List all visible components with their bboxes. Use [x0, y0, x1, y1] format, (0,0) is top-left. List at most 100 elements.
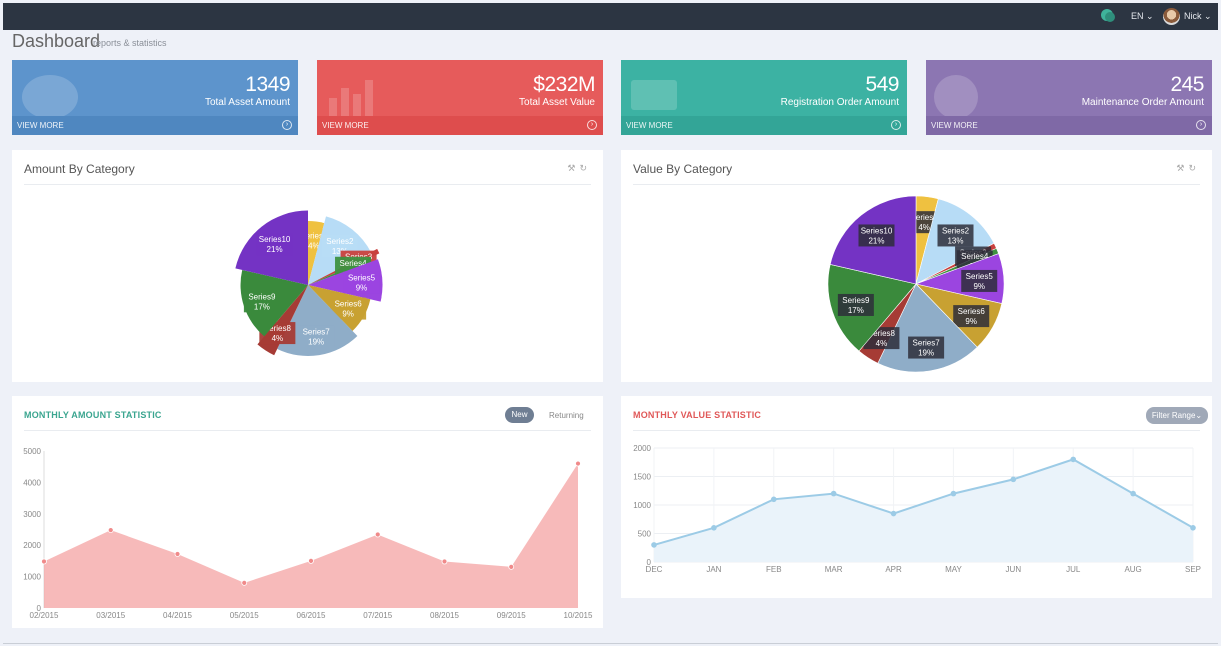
pie-label-box — [953, 305, 990, 328]
tab-new[interactable]: New — [505, 407, 534, 423]
pie-percent-label: 19% — [308, 337, 324, 346]
x-tick-label: 02/2015 — [30, 611, 59, 620]
pie-percent-label: 9% — [356, 284, 368, 293]
x-tick-label: FEB — [766, 565, 782, 574]
y-tick-label: 1000 — [23, 573, 41, 582]
view-more-label: VIEW MORE — [931, 121, 978, 130]
globe-icon — [22, 75, 78, 119]
tab-returning[interactable]: Returning — [549, 411, 584, 420]
monthly-amount-card: MONTHLY AMOUNT STATISTIC New Returning 0… — [12, 396, 603, 628]
pie-series-label: Series2 — [326, 237, 354, 246]
data-point — [770, 496, 777, 503]
pie-series-label: Series7 — [303, 327, 331, 336]
line-area-fill — [654, 459, 1193, 562]
pie-percent-label: 4% — [876, 339, 888, 348]
section-title: MONTHLY AMOUNT STATISTIC — [24, 410, 162, 420]
pie-series-label: Series5 — [966, 272, 994, 281]
pie-percent-label: 17% — [848, 306, 864, 315]
stat-tile-total-asset-amount: 1349 Total Asset Amount VIEW MORE › — [12, 60, 298, 135]
data-point — [950, 490, 957, 497]
pie-series-label: Series8 — [264, 324, 292, 333]
pie-label-box — [343, 271, 380, 294]
monthly-value-line-chart: 0 500 1000 1500 2000 DEC JAN FEB MAR APR MAY JUN JUL… — [633, 444, 1201, 574]
x-tick-label: 05/2015 — [230, 611, 259, 620]
user-menu[interactable]: Nick ⌄ — [1184, 11, 1212, 21]
data-point — [890, 510, 897, 517]
data-point — [241, 579, 248, 586]
x-tick-label: AUG — [1124, 565, 1141, 574]
y-tick-label: 2000 — [23, 541, 41, 550]
stat-tile-registration-order-amount: 549 Registration Order Amount VIEW MORE … — [621, 60, 907, 135]
pie-series-label: Series10 — [861, 226, 893, 235]
data-point — [308, 557, 314, 564]
pie-label-box — [330, 297, 367, 320]
data-point — [1010, 476, 1017, 483]
pie-percent-label: 9% — [965, 317, 977, 326]
x-tick-label: JUN — [1006, 565, 1022, 574]
stat-tile-total-asset-value: $232M Total Asset Value VIEW MORE › — [317, 60, 603, 135]
x-tick-label: 08/2015 — [430, 611, 459, 620]
value-by-category-card: Value By Category ⚒↻ Series1 4% Series2 13%… — [621, 150, 1212, 382]
value-pie-chart: Series14%Series213%Series31%Series41%Ser… — [827, 195, 1005, 373]
stat-tile-maintenance-order-amount: 245 Maintenance Order Amount VIEW MORE › — [926, 60, 1212, 135]
data-point — [41, 558, 47, 565]
view-more-link[interactable]: VIEW MORE › — [926, 116, 1212, 135]
view-more-link[interactable]: VIEW MORE › — [621, 116, 907, 135]
pie-slice-series7 — [277, 285, 358, 356]
stat-label: Maintenance Order Amount — [1081, 97, 1204, 108]
refresh-icon[interactable]: ↻ — [579, 163, 591, 173]
stat-value: 549 — [865, 73, 899, 96]
page-title: Dashboard — [12, 31, 101, 51]
pie-percent-label: 19% — [918, 349, 934, 358]
card-title: Amount By Category — [24, 162, 135, 176]
pie-series-label: Series1 — [300, 231, 328, 240]
arrow-right-icon: › — [587, 120, 597, 130]
chat-icon[interactable] — [1100, 9, 1116, 23]
pie-series-label: Series10 — [259, 235, 291, 244]
pie-percent-label: 9% — [973, 282, 985, 291]
language-selector[interactable]: EN ⌄ — [1131, 11, 1154, 21]
x-tick-label: MAR — [825, 565, 843, 574]
wrench-icon[interactable]: ⚒ — [1176, 163, 1189, 173]
pie-series-label: Series4 — [339, 259, 367, 268]
pie-percent-label: 4% — [308, 241, 320, 250]
pie-label-box — [908, 336, 945, 359]
y-tick-label: 2000 — [633, 444, 651, 453]
view-more-label: VIEW MORE — [322, 121, 369, 130]
pie-percent-label: 13% — [332, 247, 348, 256]
y-tick-label: 500 — [638, 530, 652, 539]
y-tick-label: 0 — [647, 558, 652, 567]
y-tick-label: 4000 — [23, 478, 41, 487]
y-tick-label: 5000 — [23, 447, 41, 456]
stat-value: 1349 — [245, 73, 290, 96]
x-tick-label: JAN — [706, 565, 721, 574]
page-subtitle: reports & statistics — [93, 38, 167, 48]
filter-range-dropdown[interactable]: Filter Range⌄ — [1146, 407, 1208, 424]
pie-label-box — [837, 293, 874, 316]
refresh-icon[interactable]: ↻ — [1188, 163, 1200, 173]
amount-pie-chart: Series14%Series213%Series31%Series41%Ser… — [235, 210, 383, 356]
pie-series-label: Series4 — [961, 252, 989, 261]
card-icon — [631, 80, 677, 110]
divider — [24, 430, 591, 431]
data-point — [441, 558, 448, 565]
area-series — [44, 463, 578, 608]
card-title: Value By Category — [633, 162, 733, 176]
monthly-value-card: MONTHLY VALUE STATISTIC Filter Range⌄ 0 5… — [621, 396, 1212, 598]
wrench-icon[interactable]: ⚒ — [567, 163, 580, 173]
view-more-label: VIEW MORE — [626, 121, 673, 130]
y-tick-label: 1500 — [633, 473, 651, 482]
divider — [633, 184, 1200, 185]
view-more-link[interactable]: VIEW MORE › — [12, 116, 298, 135]
x-tick-label: SEP — [1185, 565, 1201, 574]
view-more-link[interactable]: VIEW MORE › — [317, 116, 603, 135]
avatar[interactable] — [1163, 8, 1180, 25]
x-tick-label: 06/2015 — [297, 611, 326, 620]
pie-label-box — [961, 269, 998, 292]
pie-series-label: Series9 — [842, 296, 870, 305]
pie-percent-label: 9% — [342, 310, 354, 319]
amount-by-category-card: Amount By Category ⚒↻ Series1 4% Series2 13… — [12, 150, 603, 382]
y-tick-label: 1000 — [633, 501, 651, 510]
y-tick-label: 0 — [37, 604, 42, 613]
arrow-right-icon: › — [282, 120, 292, 130]
